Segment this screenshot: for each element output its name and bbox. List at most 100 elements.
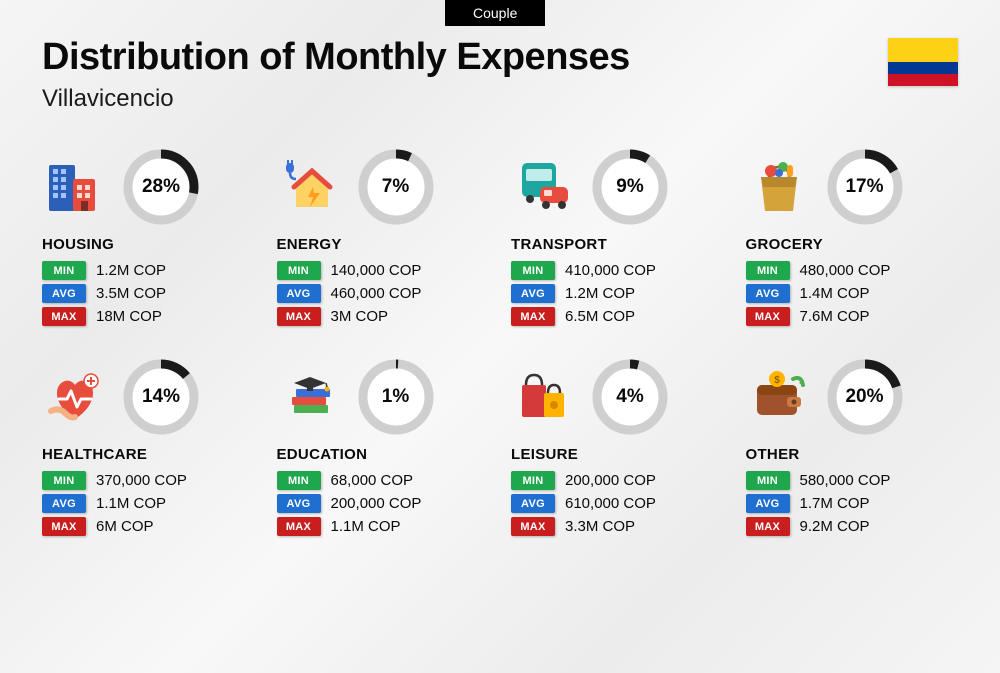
leisure-icon (511, 364, 577, 430)
max-value: 3M COP (331, 308, 389, 325)
min-badge: MIN (746, 261, 790, 280)
stat-row-max: MAX 3M COP (277, 307, 490, 326)
stat-row-avg: AVG 1.4M COP (746, 284, 959, 303)
svg-text:$: $ (774, 375, 780, 386)
stat-row-avg: AVG 1.2M COP (511, 284, 724, 303)
stat-row-avg: AVG 3.5M COP (42, 284, 255, 303)
stat-row-max: MAX 7.6M COP (746, 307, 959, 326)
stat-row-max: MAX 18M COP (42, 307, 255, 326)
percent-donut: 28% (122, 148, 200, 226)
percent-donut: 4% (591, 358, 669, 436)
avg-value: 1.1M COP (96, 495, 166, 512)
min-value: 580,000 COP (800, 472, 891, 489)
percent-label: 1% (357, 358, 435, 436)
max-value: 1.1M COP (331, 518, 401, 535)
stat-row-max: MAX 1.1M COP (277, 517, 490, 536)
max-badge: MAX (511, 517, 555, 536)
stat-row-max: MAX 3.3M COP (511, 517, 724, 536)
max-badge: MAX (746, 307, 790, 326)
category-name: ENERGY (277, 236, 490, 253)
category-name: LEISURE (511, 446, 724, 463)
category-name: GROCERY (746, 236, 959, 253)
category-name: TRANSPORT (511, 236, 724, 253)
stat-row-avg: AVG 1.7M COP (746, 494, 959, 513)
min-value: 1.2M COP (96, 262, 166, 279)
max-value: 6M COP (96, 518, 154, 535)
expense-card: 14% HEALTHCARE MIN 370,000 COP AVG 1.1M … (42, 358, 255, 540)
min-badge: MIN (277, 471, 321, 490)
min-badge: MIN (511, 471, 555, 490)
avg-value: 1.2M COP (565, 285, 635, 302)
category-name: EDUCATION (277, 446, 490, 463)
expense-card: 28% HOUSING MIN 1.2M COP AVG 3.5M COP MA… (42, 148, 255, 330)
percent-donut: 1% (357, 358, 435, 436)
max-badge: MAX (511, 307, 555, 326)
percent-label: 4% (591, 358, 669, 436)
max-badge: MAX (277, 517, 321, 536)
avg-badge: AVG (746, 494, 790, 513)
stat-row-min: MIN 200,000 COP (511, 471, 724, 490)
expense-card: 4% LEISURE MIN 200,000 COP AVG 610,000 C… (511, 358, 724, 540)
avg-value: 610,000 COP (565, 495, 656, 512)
stats-block: MIN 480,000 COP AVG 1.4M COP MAX 7.6M CO… (746, 261, 959, 326)
city-subtitle: Villavicencio (42, 85, 630, 113)
percent-label: 7% (357, 148, 435, 226)
avg-value: 1.4M COP (800, 285, 870, 302)
stats-block: MIN 200,000 COP AVG 610,000 COP MAX 3.3M… (511, 471, 724, 536)
percent-donut: 20% (826, 358, 904, 436)
avg-value: 1.7M COP (800, 495, 870, 512)
expense-card: 9% TRANSPORT MIN 410,000 COP AVG 1.2M CO… (511, 148, 724, 330)
percent-label: 17% (826, 148, 904, 226)
max-badge: MAX (42, 517, 86, 536)
min-value: 410,000 COP (565, 262, 656, 279)
expense-card: 7% ENERGY MIN 140,000 COP AVG 460,000 CO… (277, 148, 490, 330)
percent-donut: 7% (357, 148, 435, 226)
avg-value: 460,000 COP (331, 285, 422, 302)
stat-row-min: MIN 140,000 COP (277, 261, 490, 280)
percent-label: 9% (591, 148, 669, 226)
header: Distribution of Monthly Expenses Villavi… (42, 36, 630, 113)
stat-row-avg: AVG 200,000 COP (277, 494, 490, 513)
education-icon (277, 364, 343, 430)
stats-block: MIN 580,000 COP AVG 1.7M COP MAX 9.2M CO… (746, 471, 959, 536)
expense-card: 1% EDUCATION MIN 68,000 COP AVG 200,000 … (277, 358, 490, 540)
min-value: 68,000 COP (331, 472, 414, 489)
stat-row-min: MIN 410,000 COP (511, 261, 724, 280)
avg-value: 200,000 COP (331, 495, 422, 512)
grocery-icon (746, 154, 812, 220)
household-tab: Couple (445, 0, 545, 26)
avg-badge: AVG (277, 284, 321, 303)
stat-row-min: MIN 68,000 COP (277, 471, 490, 490)
max-value: 3.3M COP (565, 518, 635, 535)
max-value: 7.6M COP (800, 308, 870, 325)
avg-badge: AVG (746, 284, 790, 303)
stat-row-max: MAX 6.5M COP (511, 307, 724, 326)
max-value: 9.2M COP (800, 518, 870, 535)
category-name: HOUSING (42, 236, 255, 253)
min-value: 370,000 COP (96, 472, 187, 489)
stat-row-min: MIN 370,000 COP (42, 471, 255, 490)
stats-block: MIN 370,000 COP AVG 1.1M COP MAX 6M COP (42, 471, 255, 536)
stat-row-min: MIN 580,000 COP (746, 471, 959, 490)
max-badge: MAX (42, 307, 86, 326)
min-badge: MIN (42, 471, 86, 490)
expense-card: 17% GROCERY MIN 480,000 COP AVG 1.4M COP… (746, 148, 959, 330)
avg-badge: AVG (511, 284, 555, 303)
avg-badge: AVG (42, 284, 86, 303)
colombia-flag-icon (888, 38, 958, 86)
healthcare-icon (42, 364, 108, 430)
stats-block: MIN 140,000 COP AVG 460,000 COP MAX 3M C… (277, 261, 490, 326)
category-name: OTHER (746, 446, 959, 463)
max-value: 6.5M COP (565, 308, 635, 325)
stats-block: MIN 410,000 COP AVG 1.2M COP MAX 6.5M CO… (511, 261, 724, 326)
stat-row-avg: AVG 610,000 COP (511, 494, 724, 513)
stat-row-max: MAX 6M COP (42, 517, 255, 536)
expense-card: $ 20% OTHER MIN 580,000 COP AVG 1.7M COP (746, 358, 959, 540)
min-badge: MIN (277, 261, 321, 280)
min-value: 140,000 COP (331, 262, 422, 279)
percent-label: 14% (122, 358, 200, 436)
energy-icon (277, 154, 343, 220)
percent-label: 20% (826, 358, 904, 436)
avg-badge: AVG (277, 494, 321, 513)
min-badge: MIN (511, 261, 555, 280)
